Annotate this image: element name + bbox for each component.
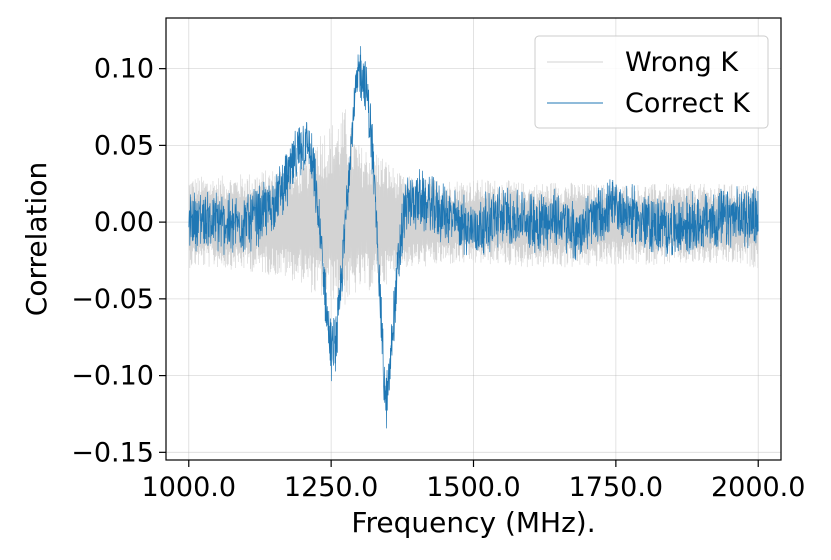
x-tick-label: 1250.0 [284, 472, 378, 503]
x-tick-label: 2000.0 [711, 472, 805, 503]
wrong-k-band [188, 109, 759, 305]
wrong-k-series [188, 109, 759, 305]
x-axis-label: Frequency (MHz). [351, 506, 595, 539]
y-tick-label: −0.10 [71, 361, 154, 392]
x-tick-label: 1000.0 [142, 472, 236, 503]
x-tick-label: 1500.0 [426, 472, 520, 503]
y-tick-label: −0.05 [71, 284, 154, 315]
legend-label-wrong-k: Wrong K [625, 47, 739, 78]
legend-label-correct-k: Correct K [625, 88, 751, 119]
x-axis: 1000.0 1250.0 1500.0 1750.0 2000.0 [142, 460, 805, 503]
x-tick-label: 1750.0 [569, 472, 663, 503]
y-axis-label: Correlation [20, 162, 53, 316]
legend: Wrong K Correct K [534, 35, 769, 129]
y-tick-label: 0.05 [94, 130, 154, 161]
y-tick-label: 0.10 [94, 54, 154, 85]
correct-k-series [188, 46, 759, 429]
y-axis: 0.10 0.05 0.00 −0.05 −0.10 −0.15 [71, 54, 166, 468]
legend-box [534, 35, 769, 129]
correct-k-line [188, 46, 759, 429]
y-tick-label: 0.00 [94, 207, 154, 238]
y-tick-label: −0.15 [71, 437, 154, 468]
